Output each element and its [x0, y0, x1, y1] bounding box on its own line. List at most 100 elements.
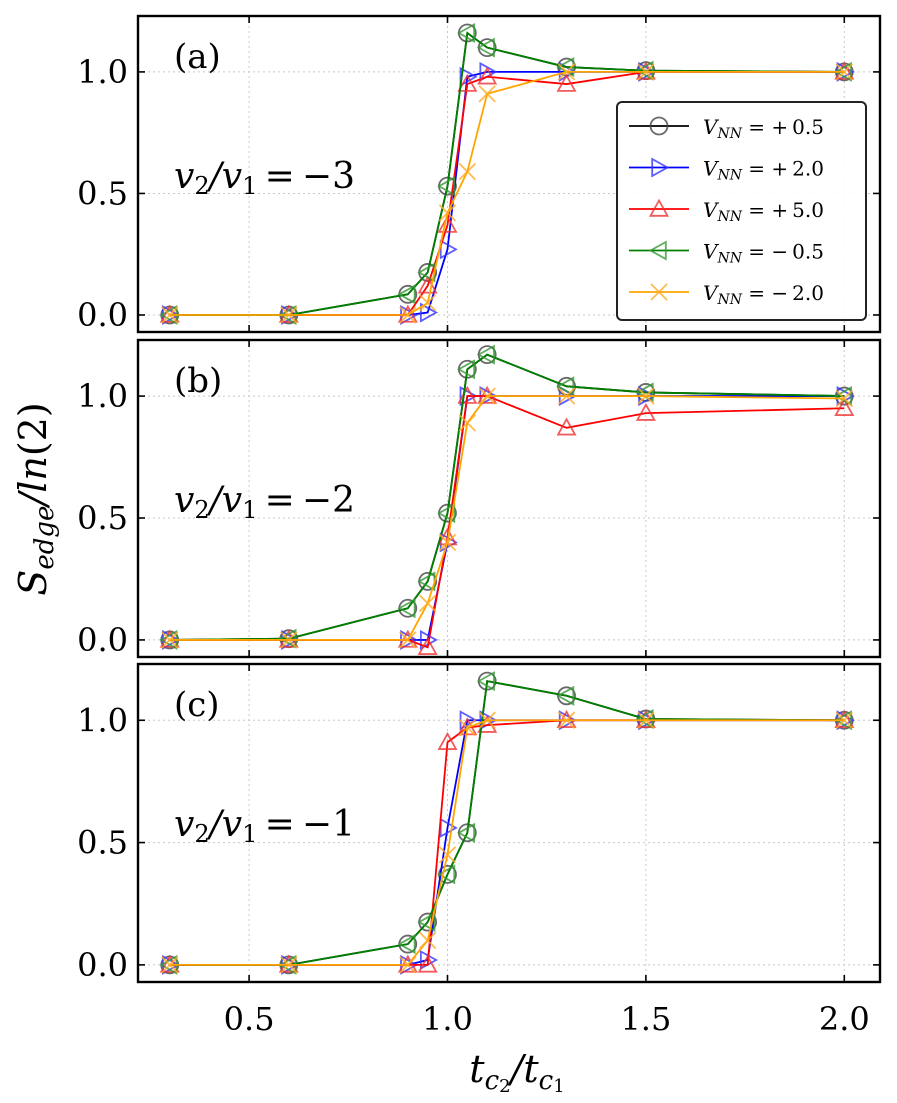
axis-title-part: /t [507, 1047, 540, 1091]
axis-title-part: c [539, 1066, 554, 1096]
y-tick-label: 0.5 [77, 824, 128, 862]
legend-label-part: NN [716, 209, 742, 225]
series-line [169, 680, 845, 966]
data-point [834, 397, 855, 416]
data-point [437, 864, 456, 885]
data-point [419, 302, 439, 323]
data-point [556, 685, 575, 706]
data-point [557, 711, 576, 729]
legend-label: VNN = − 0.5 [703, 240, 824, 267]
legend-box [616, 101, 867, 321]
annotation-part: 2 [194, 172, 209, 200]
series-line [169, 353, 845, 641]
legend-marker [649, 116, 669, 136]
data-point [833, 61, 852, 82]
x-tick-label: 2.0 [819, 1000, 870, 1038]
annotation-part: = −1 [257, 804, 355, 845]
y-tick-label: 0.0 [77, 946, 128, 984]
axis-title-part: S [11, 570, 55, 596]
series-m20 [161, 63, 854, 324]
plot-area [138, 340, 880, 657]
data-point [439, 239, 458, 260]
legend-label-part: V [703, 198, 720, 222]
annotation-part: 1 [242, 172, 257, 200]
data-point [478, 85, 496, 103]
data-point [458, 162, 477, 181]
axis-title-part: 1 [553, 1076, 564, 1097]
annotation-part: 2 [194, 820, 209, 848]
axis-title-part: 2 [499, 1076, 510, 1097]
series-line [169, 71, 845, 316]
data-point [456, 359, 476, 380]
legend-label-part: NN [716, 167, 742, 183]
panel-annotation: v2/v1 = −3 [174, 156, 355, 200]
data-point [456, 822, 476, 843]
data-point [438, 533, 457, 552]
data-point [635, 60, 654, 81]
data-point [458, 414, 477, 432]
panel-c: 0.0 0.5 1.0 (c) v2/v1 = −1 [77, 662, 882, 984]
axis-title-part: /ln [11, 456, 55, 509]
y-tick-label: 0.5 [77, 174, 128, 212]
data-point [556, 73, 577, 92]
data-point [161, 306, 179, 324]
data-point [476, 344, 495, 365]
data-point [635, 402, 656, 421]
data-point [397, 284, 416, 305]
data-point [418, 931, 437, 950]
data-point [456, 22, 476, 44]
series-m20 [161, 711, 854, 974]
series-m05 [159, 671, 852, 975]
data-point [477, 66, 498, 85]
plot-frame [136, 662, 882, 984]
panel-label: (a) [174, 37, 221, 77]
y-tick-label: 1.0 [77, 377, 128, 415]
annotation-part: /v [207, 804, 242, 845]
data-point [417, 636, 438, 655]
panel-b: 0.0 0.5 1.0 (b) v2/v1 = −2 [77, 338, 882, 659]
legend-entry-m20: VNN = − 2.0 [629, 281, 824, 308]
data-point [161, 631, 179, 649]
annotation-part: 1 [242, 496, 257, 524]
data-point [635, 709, 654, 730]
series-m05 [159, 344, 852, 650]
legend-label: VNN = + 0.5 [703, 115, 824, 142]
annotation-part: v [174, 480, 194, 521]
x-tick-label: 1.0 [422, 1000, 473, 1038]
series-line [169, 31, 845, 316]
data-point [457, 73, 478, 92]
data-point [437, 503, 456, 524]
data-point [397, 598, 416, 619]
data-point [280, 956, 298, 974]
annotation-part: /v [207, 480, 242, 521]
data-point [835, 389, 854, 408]
data-point [438, 204, 457, 222]
data-point [833, 710, 852, 731]
legend-label-part: NN [716, 250, 742, 266]
legend-entry-p50: VNN = + 5.0 [629, 198, 824, 225]
data-point [835, 711, 854, 729]
panel-label: (c) [174, 685, 220, 725]
x-tick-label: 0.5 [224, 1000, 275, 1038]
data-point [637, 387, 655, 405]
legend-label-part: = + 2.0 [742, 157, 824, 181]
data-point [399, 306, 417, 324]
data-point [280, 306, 298, 324]
data-point [556, 376, 575, 397]
series-m20 [161, 387, 854, 649]
data-point [417, 912, 436, 933]
series-line [169, 395, 845, 641]
data-point [437, 731, 458, 750]
data-point [459, 66, 478, 87]
data-point [557, 63, 576, 81]
data-point [278, 628, 297, 649]
data-point [399, 631, 417, 649]
annotation-part: = −3 [257, 156, 355, 197]
annotation-part: /v [207, 156, 242, 197]
legend-entry-m05: VNN = − 0.5 [629, 240, 824, 267]
data-point [437, 214, 458, 233]
annotation-part: v [174, 156, 194, 197]
legend-label-part: = + 5.0 [742, 198, 824, 222]
data-point [478, 387, 496, 405]
